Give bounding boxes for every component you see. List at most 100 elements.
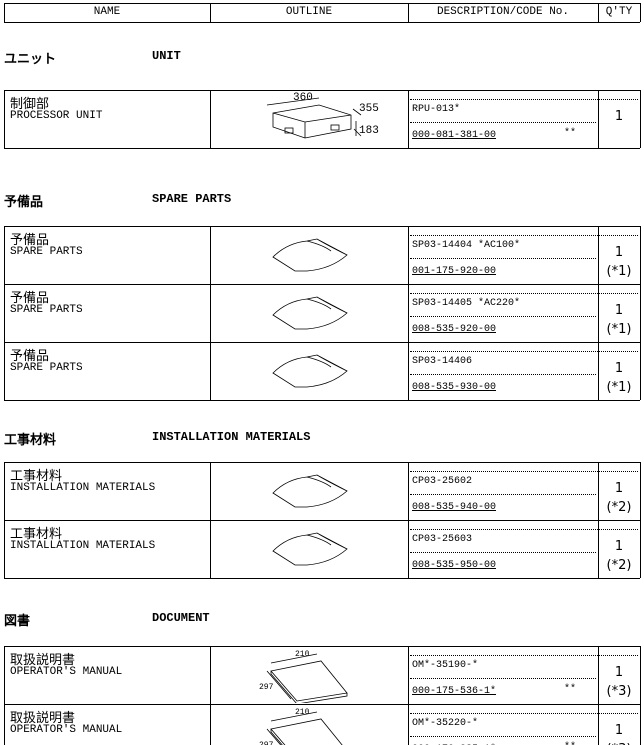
rule <box>640 520 641 578</box>
dimension-label: 297 <box>259 741 274 745</box>
outline-stroke <box>266 711 318 745</box>
rule <box>410 99 638 100</box>
rule <box>4 226 640 227</box>
rule <box>408 646 409 704</box>
rule <box>4 284 5 342</box>
rule <box>410 736 596 737</box>
code-mark: ** <box>564 128 577 139</box>
rule <box>210 646 211 704</box>
rule <box>640 90 641 148</box>
rule <box>4 520 640 521</box>
rule <box>4 284 640 285</box>
outline-stroke <box>330 124 340 131</box>
outline-stroke <box>266 653 318 700</box>
column-header: DESCRIPTION/CODE No. <box>436 6 570 18</box>
dimension-label: 355 <box>359 103 379 115</box>
item-name-ja: 取扱説明書 <box>10 711 76 726</box>
item-name-ja: 工事材料 <box>10 469 63 484</box>
rule <box>410 316 596 317</box>
quantity: 1 <box>614 109 624 124</box>
code-mark: ** <box>564 742 576 745</box>
outline-stroke <box>272 354 348 388</box>
rule <box>210 226 211 284</box>
outline-stroke <box>270 718 343 745</box>
rule <box>640 704 641 745</box>
dimension-label: 183 <box>359 125 379 137</box>
quantity-note: (*3) <box>606 684 632 699</box>
item-name-ja: 予備品 <box>10 233 50 248</box>
outline-stroke <box>270 660 348 703</box>
item-name-ja: 工事材料 <box>10 527 63 542</box>
rule <box>410 471 638 472</box>
rule <box>210 90 211 148</box>
outline-stroke <box>272 532 348 566</box>
quantity-note: (*2) <box>606 500 632 515</box>
quantity-note: (*3) <box>598 742 640 745</box>
rule <box>210 462 211 520</box>
outline-drawing <box>272 238 348 272</box>
quantity-note: (*1) <box>606 322 632 337</box>
item-name-en: SPARE PARTS <box>10 246 83 258</box>
rule <box>210 520 211 578</box>
rule <box>4 90 5 148</box>
rule <box>4 22 640 23</box>
outline-drawing <box>272 296 348 330</box>
section-title-ja: ユニット <box>4 52 57 67</box>
rule <box>4 520 5 578</box>
rule <box>598 462 599 520</box>
rule <box>4 704 640 705</box>
rule <box>410 293 638 294</box>
code-number: 008-535-920-00 <box>412 324 497 335</box>
rule <box>210 704 211 745</box>
rule <box>4 90 640 91</box>
rule <box>410 552 596 553</box>
dimension-label: 210 <box>295 708 310 717</box>
outline-drawing: 210 297 <box>259 650 348 703</box>
rule <box>408 520 409 578</box>
outline-stroke <box>284 127 294 134</box>
rule <box>4 462 5 520</box>
section-title-en: INSTALLATION MATERIALS <box>152 430 311 444</box>
item-name-ja: 予備品 <box>10 349 50 364</box>
rule <box>640 462 641 520</box>
description: SP03-14406 <box>412 356 473 367</box>
column-header: OUTLINE <box>285 6 333 18</box>
item-name-en: OPERATOR'S MANUAL <box>10 666 123 678</box>
outline-drawing <box>272 532 348 566</box>
rule <box>598 3 599 22</box>
quantity: 1 <box>614 539 624 554</box>
rule <box>598 342 599 400</box>
item-name-en: SPARE PARTS <box>10 362 83 374</box>
section-title-ja: 予備品 <box>4 195 44 210</box>
item-name-en: INSTALLATION MATERIALS <box>10 482 156 494</box>
rule <box>4 704 5 745</box>
rule <box>410 713 638 714</box>
description: OM*-35190-* <box>412 660 479 671</box>
rule <box>408 90 409 148</box>
rule <box>410 678 596 679</box>
quantity: 1 <box>614 245 624 260</box>
rule <box>410 351 638 352</box>
rule <box>640 646 641 704</box>
rule <box>4 342 5 400</box>
outline-stroke <box>272 296 348 330</box>
item-name-en: SPARE PARTS <box>10 304 83 316</box>
section-title-en: UNIT <box>152 49 181 63</box>
quantity: 1 <box>614 723 624 738</box>
rule <box>640 226 641 284</box>
rule <box>210 284 211 342</box>
rule <box>4 578 640 579</box>
rule <box>410 655 638 656</box>
rule <box>408 284 409 342</box>
quantity-note: (*2) <box>606 558 632 573</box>
quantity: 1 <box>614 303 624 318</box>
code-number: 001-175-920-00 <box>412 266 497 277</box>
outline-drawing: 210 297 <box>259 708 343 745</box>
description: CP03-25603 <box>412 534 473 545</box>
code-number: 008-535-930-00 <box>412 382 497 393</box>
section-title-en: SPARE PARTS <box>152 192 232 206</box>
quantity-note: (*1) <box>606 380 632 395</box>
rule <box>410 122 596 123</box>
rule <box>598 704 599 745</box>
